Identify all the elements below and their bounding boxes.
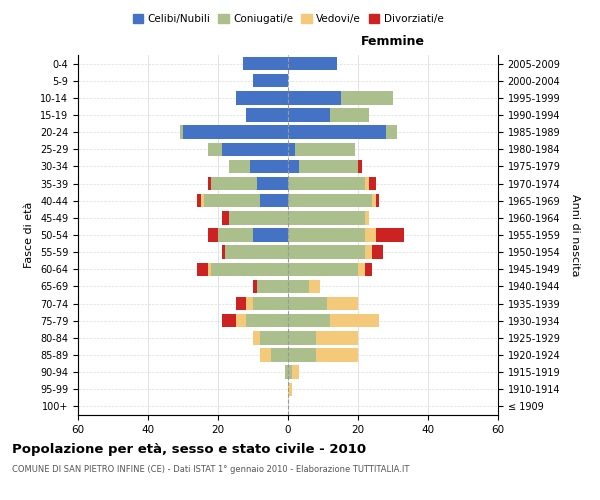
Bar	[218, 228, 253, 241]
Bar	[221, 211, 229, 224]
Bar	[330, 314, 379, 328]
Bar	[288, 366, 292, 379]
Bar	[229, 160, 250, 173]
Bar	[253, 228, 288, 241]
Bar	[242, 57, 288, 70]
Bar	[204, 194, 260, 207]
Bar	[260, 348, 271, 362]
Bar	[179, 126, 183, 139]
Bar	[253, 297, 288, 310]
Text: Femmine: Femmine	[361, 35, 425, 48]
Y-axis label: Anni di nascita: Anni di nascita	[570, 194, 580, 276]
Bar	[288, 91, 341, 104]
Bar	[299, 160, 358, 173]
Bar	[221, 314, 235, 328]
Bar	[235, 297, 246, 310]
Bar	[288, 160, 299, 173]
Bar	[316, 348, 358, 362]
Bar	[288, 382, 292, 396]
Bar	[208, 177, 211, 190]
Legend: Celibi/Nubili, Coniugati/e, Vedovi/e, Divorziati/e: Celibi/Nubili, Coniugati/e, Vedovi/e, Di…	[128, 10, 448, 29]
Bar	[246, 108, 288, 122]
Bar	[288, 262, 358, 276]
Bar	[358, 262, 365, 276]
Bar	[260, 194, 288, 207]
Bar	[295, 142, 355, 156]
Bar	[288, 108, 330, 122]
Bar	[288, 246, 365, 259]
Bar	[288, 228, 365, 241]
Bar	[330, 108, 368, 122]
Bar	[221, 246, 225, 259]
Bar	[208, 262, 211, 276]
Bar	[246, 314, 288, 328]
Bar	[288, 331, 316, 344]
Bar	[197, 194, 200, 207]
Bar	[253, 331, 260, 344]
Bar	[292, 366, 299, 379]
Bar	[229, 211, 288, 224]
Bar	[365, 262, 372, 276]
Bar	[235, 314, 246, 328]
Bar	[288, 314, 330, 328]
Bar	[372, 194, 376, 207]
Bar	[316, 331, 358, 344]
Bar	[365, 211, 368, 224]
Bar	[288, 297, 326, 310]
Bar	[211, 262, 288, 276]
Bar	[211, 177, 257, 190]
Bar	[365, 246, 372, 259]
Bar	[326, 297, 358, 310]
Bar	[257, 177, 288, 190]
Bar	[284, 366, 288, 379]
Bar	[288, 348, 316, 362]
Bar	[288, 126, 386, 139]
Bar	[208, 142, 221, 156]
Bar	[288, 211, 365, 224]
Bar	[260, 331, 288, 344]
Bar	[183, 126, 288, 139]
Bar	[197, 262, 208, 276]
Bar	[253, 280, 257, 293]
Bar	[288, 142, 295, 156]
Bar	[200, 194, 204, 207]
Bar	[221, 142, 288, 156]
Bar	[288, 280, 309, 293]
Bar	[288, 194, 372, 207]
Bar	[376, 194, 379, 207]
Bar	[250, 160, 288, 173]
Y-axis label: Fasce di età: Fasce di età	[25, 202, 34, 268]
Bar	[368, 177, 376, 190]
Bar	[257, 280, 288, 293]
Bar	[253, 74, 288, 88]
Bar	[372, 246, 383, 259]
Bar	[341, 91, 393, 104]
Bar	[271, 348, 288, 362]
Bar	[365, 228, 376, 241]
Text: Popolazione per età, sesso e stato civile - 2010: Popolazione per età, sesso e stato civil…	[12, 442, 366, 456]
Bar	[386, 126, 397, 139]
Bar	[376, 228, 404, 241]
Bar	[365, 177, 368, 190]
Bar	[208, 228, 218, 241]
Text: COMUNE DI SAN PIETRO INFINE (CE) - Dati ISTAT 1° gennaio 2010 - Elaborazione TUT: COMUNE DI SAN PIETRO INFINE (CE) - Dati …	[12, 465, 409, 474]
Bar	[235, 91, 288, 104]
Bar	[288, 57, 337, 70]
Bar	[309, 280, 320, 293]
Bar	[358, 160, 361, 173]
Bar	[225, 246, 288, 259]
Bar	[246, 297, 253, 310]
Bar	[288, 177, 365, 190]
